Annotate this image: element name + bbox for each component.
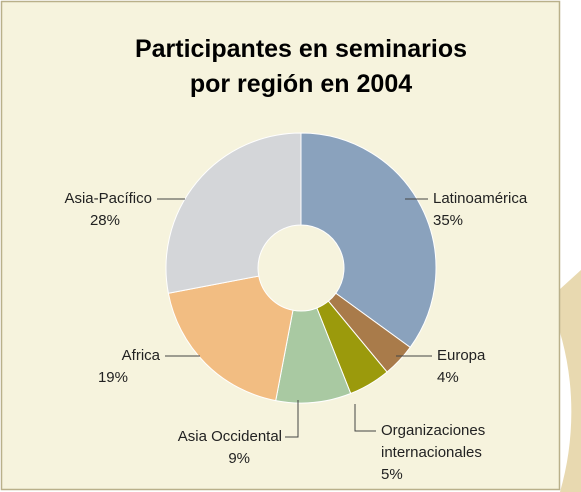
leader-line [285, 400, 299, 438]
slice-label: Asia-Pacífico [64, 190, 152, 207]
leader-line [354, 404, 376, 432]
slice-label: Organizaciones internacionales [381, 422, 486, 461]
value-label: 19% [97, 369, 128, 386]
value-label: 5% [381, 466, 403, 483]
chart-title: por región en 2004 [190, 70, 412, 98]
slice-label: Africa [121, 347, 160, 364]
value-label: 35% [433, 212, 464, 229]
chart-title: Participantes en seminarios [135, 35, 467, 63]
value-label: 28% [89, 212, 120, 229]
slice [300, 132, 437, 349]
slice-label: Latinoamérica [433, 190, 528, 207]
value-label: 4% [437, 369, 459, 386]
slice-label: Asia Occidental [177, 428, 282, 445]
value-label: 9% [228, 450, 250, 467]
slice [165, 132, 302, 294]
decoration [548, 270, 581, 492]
panel [0, 0, 561, 491]
slice [167, 275, 294, 402]
slice-label: Europa [437, 347, 486, 364]
